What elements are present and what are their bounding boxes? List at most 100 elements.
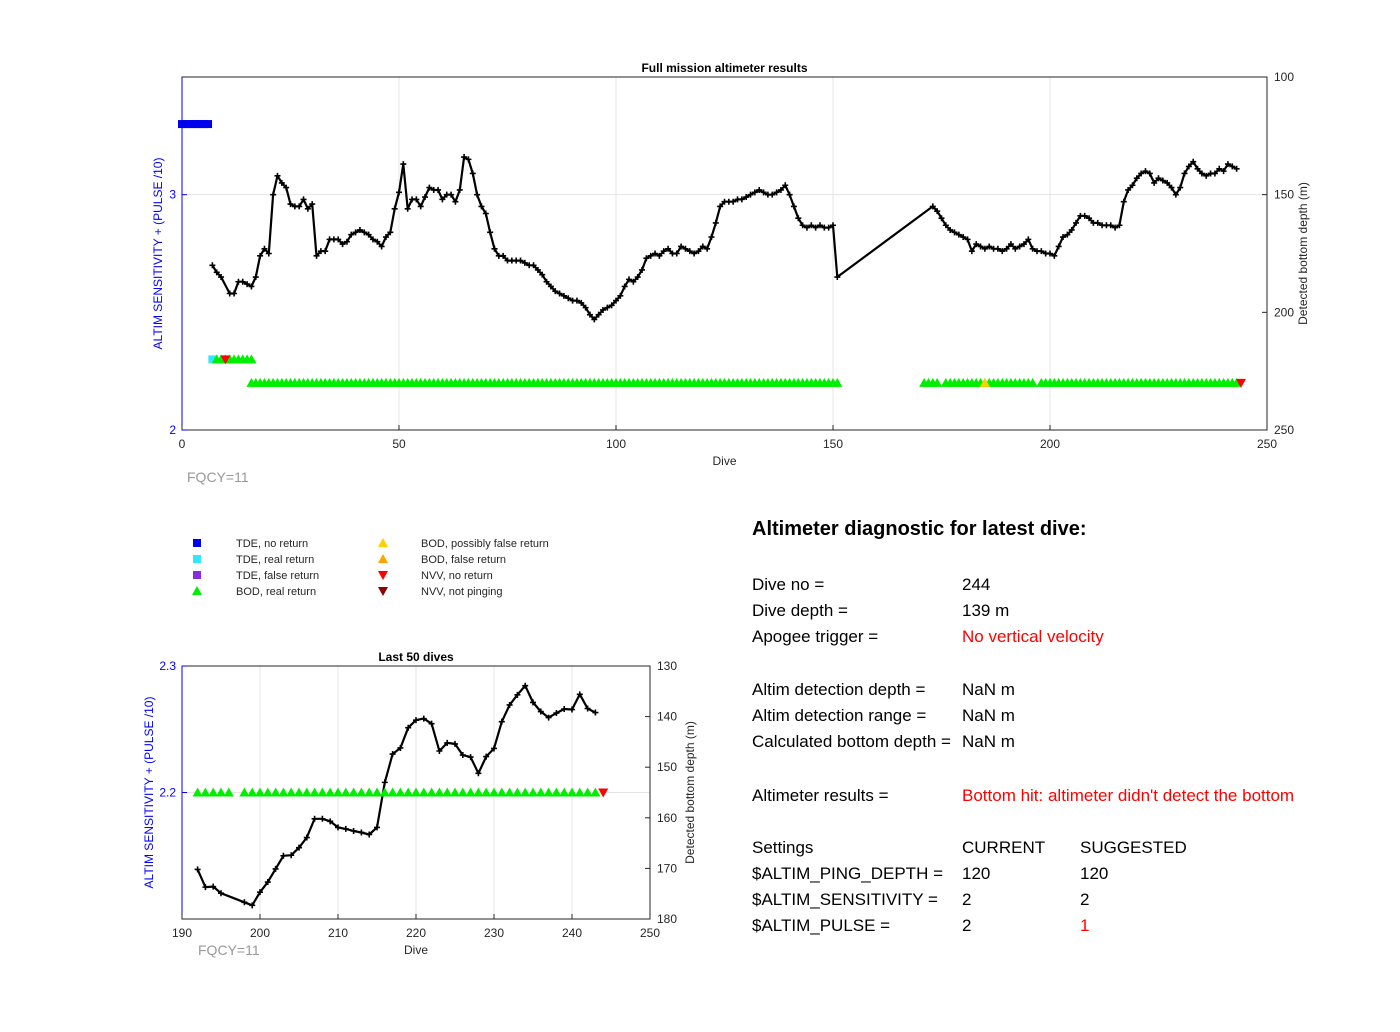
bod-marker [442,787,453,797]
bottom-depth-point [825,224,832,231]
bottom-depth-point [296,203,303,210]
bottom-depth-point [265,250,272,257]
bottom-depth-point [777,186,784,193]
bottom-depth-point [210,883,217,890]
bottom-depth-point [934,208,941,215]
bod-marker [481,787,492,797]
bottom-depth-point [404,205,411,212]
y-right-axis-label: Detected bottom depth (m) [1296,182,1310,325]
bottom-depth-point [760,189,767,196]
nvv-marker [1235,378,1246,388]
bod-marker [411,787,421,797]
bottom-depth-point [1168,184,1175,191]
bottom-depth-point [1155,175,1162,182]
y-left-axis-label: ALTIM SENSITIVITY + (PULSE /10) [142,697,156,889]
bottom-depth-point [1172,191,1179,198]
bod-marker [208,787,219,797]
bottom-depth-point [621,283,628,290]
bottom-depth-point [712,219,719,226]
bottom-depth-point [391,205,398,212]
bottom-depth-point [343,238,350,245]
bottom-depth-point [1203,172,1210,179]
pulse-label: $ALTIM_PULSE = [752,916,891,935]
bottom-depth-point [1216,165,1223,172]
tde-marker [182,120,191,129]
bottom-depth-point [482,210,489,217]
tde-marker [208,355,217,364]
bottom-depth-point [475,770,482,777]
legend-item: NVV, no return [378,570,493,582]
bottom-depth-point [1029,245,1036,252]
bottom-depth-point [660,248,667,255]
tde-marker [195,120,204,129]
bottom-depth-point [1159,177,1166,184]
pulse-suggested: 1 [1080,916,1090,935]
bod-marker [364,787,375,797]
bottom-depth-point [459,752,466,759]
legend-triangle-marker [378,554,388,563]
bottom-depth-point [400,161,407,168]
bottom-depth-point [553,710,560,717]
tde-marker [186,120,195,129]
bottom-depth-point [1016,243,1023,250]
legend-triangle-marker [378,571,388,580]
bottom-depth-point [1007,241,1014,248]
bottom-depth-point [521,259,528,266]
ping-depth-label: $ALTIM_PING_DEPTH = [752,864,943,883]
bottom-depth-point [1233,165,1240,172]
bottom-depth-point [461,154,468,161]
bottom-depth-point [617,292,624,299]
bottom-depth-point [517,257,524,264]
bottom-depth-point [565,295,572,302]
x-tick-label: 100 [606,437,626,451]
x-axis-label: Dive [712,454,736,468]
bottom-depth-point [335,824,341,831]
bod-marker [262,787,273,797]
y-right-tick-label: 250 [1274,423,1294,437]
bottom-depth-point [968,248,975,255]
bottom-depth-point [929,203,936,210]
nvv-marker [220,355,231,365]
bottom-depth-point [790,203,797,210]
bottom-depth-point [474,191,481,198]
bod-marker [379,787,390,797]
bottom-depth-line [196,684,596,907]
bottom-depth-point [1064,231,1071,238]
bottom-depth-point [560,292,567,299]
bottom-depth-point [938,215,945,222]
legend-item: TDE, real return [193,554,314,566]
nvv-marker [598,788,609,798]
bottom-depth-point [595,311,602,318]
bottom-depth-point [1185,163,1192,170]
bottom-depth-point [358,829,365,836]
bottom-depth-point [561,706,568,713]
legend-label: TDE, false return [236,570,319,582]
chart-title: Full mission altimeter results [641,61,807,75]
bottom-depth-point [322,248,329,255]
bottom-depth-point [467,754,474,761]
bottom-depth-point [1107,222,1114,229]
bottom-depth-point [264,879,271,886]
bottom-depth-point [350,827,357,834]
bottom-depth-point [428,720,435,727]
bottom-depth-point [1055,243,1062,250]
bottom-depth-point [319,815,326,822]
bottom-depth-point [743,194,750,201]
bottom-depth-point [803,224,810,231]
bottom-depth-point [1038,248,1045,255]
y-right-tick-label: 180 [657,912,677,926]
tde-marker [199,120,208,129]
y-left-tick-label: 2.3 [159,659,176,673]
bottom-depth-point [194,866,201,873]
bottom-depth-point [942,222,949,229]
bottom-depth-point [241,899,248,906]
bottom-depth-point [1220,168,1227,175]
bod-marker [489,787,499,797]
bottom-depth-point [448,191,455,198]
legend-label: BOD, real return [236,586,316,598]
ping-depth-current: 120 [962,864,991,883]
bottom-depth-point [213,269,220,276]
x-tick-label: 50 [392,437,406,451]
bottom-depth-point [981,245,988,252]
bottom-depth-point [999,248,1006,255]
